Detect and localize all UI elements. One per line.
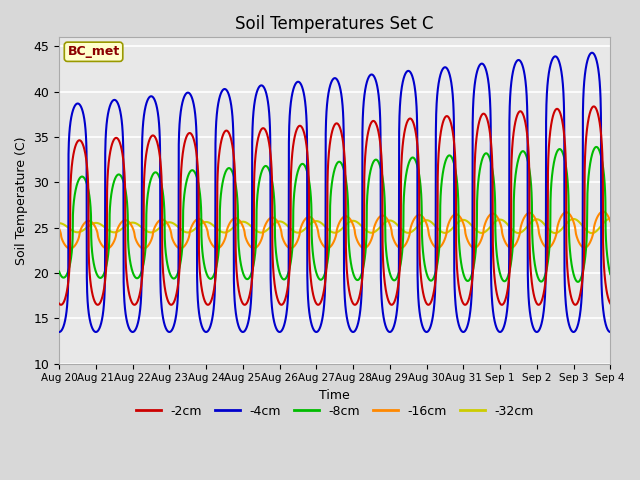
-8cm [593, 144, 600, 150]
-16cm [386, 221, 394, 227]
-32cm [588, 230, 596, 236]
-4cm [156, 124, 163, 130]
Text: BC_met: BC_met [67, 45, 120, 58]
Line: -4cm: -4cm [59, 53, 611, 332]
-2cm [241, 302, 248, 308]
-16cm [607, 218, 614, 224]
-4cm [413, 272, 421, 277]
-16cm [509, 245, 516, 251]
-8cm [55, 269, 63, 275]
-32cm [55, 220, 63, 226]
-2cm [386, 300, 394, 306]
-4cm [55, 329, 63, 335]
-8cm [386, 270, 394, 276]
-16cm [414, 213, 422, 218]
-2cm [156, 149, 163, 155]
-32cm [266, 225, 273, 230]
Legend: -2cm, -4cm, -8cm, -16cm, -32cm: -2cm, -4cm, -8cm, -16cm, -32cm [131, 400, 539, 423]
-2cm [509, 143, 516, 148]
-16cm [266, 216, 274, 221]
-2cm [55, 301, 63, 307]
-32cm [467, 221, 474, 227]
Line: -32cm: -32cm [59, 219, 611, 233]
-16cm [55, 226, 63, 232]
-8cm [607, 271, 614, 277]
-4cm [467, 308, 474, 314]
-8cm [508, 250, 516, 256]
-32cm [508, 227, 516, 232]
-4cm [607, 329, 614, 335]
-4cm [508, 73, 516, 79]
-32cm [156, 225, 163, 231]
X-axis label: Time: Time [319, 389, 350, 402]
-2cm [607, 300, 614, 306]
-16cm [599, 209, 607, 215]
-8cm [467, 276, 474, 281]
Line: -2cm: -2cm [59, 107, 611, 305]
-2cm [266, 145, 274, 151]
-8cm [156, 174, 163, 180]
-32cm [413, 224, 421, 229]
-8cm [574, 279, 582, 285]
Line: -8cm: -8cm [59, 147, 611, 282]
-16cm [67, 246, 74, 252]
-2cm [414, 145, 422, 151]
-4cm [266, 119, 273, 124]
-16cm [156, 218, 163, 224]
-8cm [413, 164, 421, 169]
Title: Soil Temperatures Set C: Soil Temperatures Set C [236, 15, 434, 33]
-4cm [588, 50, 596, 56]
Y-axis label: Soil Temperature (C): Soil Temperature (C) [15, 136, 28, 265]
-16cm [467, 242, 474, 248]
-8cm [266, 168, 273, 174]
-32cm [386, 217, 394, 223]
-4cm [386, 329, 394, 335]
-2cm [467, 289, 474, 295]
Line: -16cm: -16cm [59, 212, 611, 249]
-32cm [607, 216, 614, 222]
-2cm [590, 104, 598, 109]
